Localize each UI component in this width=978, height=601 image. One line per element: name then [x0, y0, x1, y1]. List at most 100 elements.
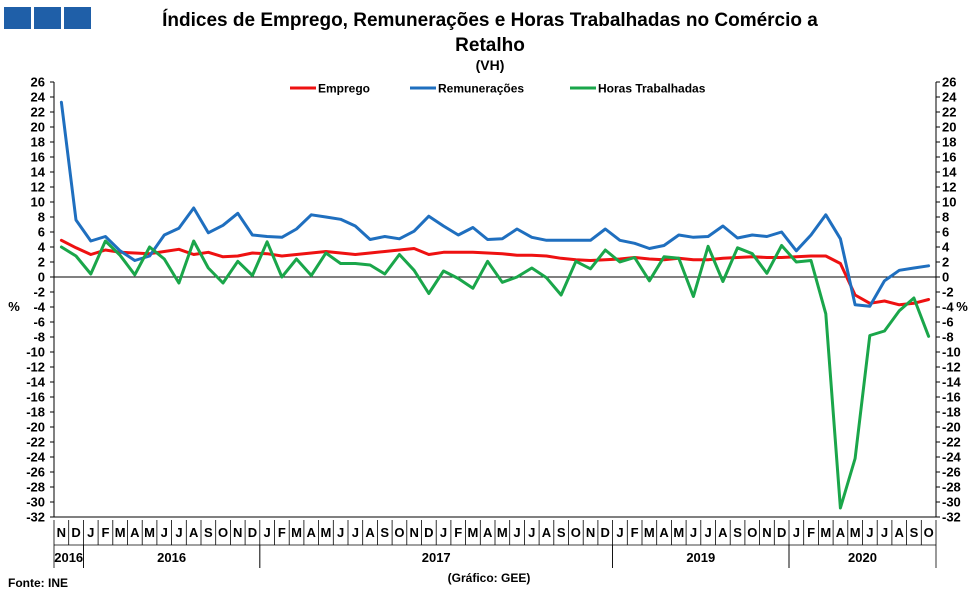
y-axis-label-left: %: [8, 299, 20, 314]
y-tick-label-left: -2: [33, 285, 45, 300]
x-tick-label: F: [101, 525, 109, 540]
y-tick-label-left: 0: [38, 270, 45, 285]
y-tick-label-left: -12: [26, 360, 45, 375]
y-tick-label-left: 14: [31, 165, 46, 180]
logo-block-1: [4, 7, 31, 29]
y-tick-label-right: 22: [942, 105, 956, 120]
y-tick-label-right: 12: [942, 180, 956, 195]
x-tick-label: F: [454, 525, 462, 540]
y-tick-label-left: 4: [38, 240, 46, 255]
y-tick-label-left: 2: [38, 255, 45, 270]
y-tick-label-right: -18: [942, 405, 961, 420]
y-tick-label-left: -8: [33, 330, 45, 345]
x-tick-label: J: [87, 525, 94, 540]
x-tick-label: D: [777, 525, 786, 540]
x-tick-label: N: [586, 525, 595, 540]
y-tick-label-left: -32: [26, 510, 45, 525]
series-line-remunerações: [59, 100, 931, 308]
legend-label: Remunerações: [438, 82, 524, 96]
chart-title-line-2: Retalho: [455, 35, 525, 56]
x-tick-label: N: [57, 525, 66, 540]
y-tick-label-right: -32: [942, 510, 961, 525]
x-tick-label: O: [747, 525, 757, 540]
y-tick-label-right: 16: [942, 150, 956, 165]
x-tick-label: J: [161, 525, 168, 540]
x-tick-label: F: [807, 525, 815, 540]
y-tick-label-left: -4: [33, 300, 45, 315]
logo: [4, 7, 91, 29]
y-tick-label-right: 2: [942, 255, 949, 270]
y-tick-label-right: -28: [942, 480, 961, 495]
y-tick-label-right: -20: [942, 420, 961, 435]
y-tick-label-right: -22: [942, 435, 961, 450]
y-tick-label-right: 0: [942, 270, 949, 285]
y-tick-label-left: 24: [31, 90, 46, 105]
x-tick-label: J: [352, 525, 359, 540]
x-tick-label: O: [218, 525, 228, 540]
y-tick-label-left: -16: [26, 390, 45, 405]
year-label: 2016: [54, 550, 83, 565]
x-tick-label: J: [705, 525, 712, 540]
x-tick-label: D: [601, 525, 610, 540]
x-tick-label: S: [910, 525, 919, 540]
y-tick-label-right: -12: [942, 360, 961, 375]
year-label: 2017: [422, 550, 451, 565]
x-tick-label: A: [718, 525, 728, 540]
x-tick-label: J: [690, 525, 697, 540]
y-tick-label-right: -24: [942, 450, 962, 465]
x-tick-label: M: [321, 525, 332, 540]
y-tick-label-left: 8: [38, 210, 45, 225]
x-tick-label: D: [71, 525, 80, 540]
x-tick-label: S: [380, 525, 389, 540]
x-tick-label: F: [278, 525, 286, 540]
y-tick-label-left: 18: [31, 135, 45, 150]
legend-label: Emprego: [318, 82, 370, 96]
x-tick-label: N: [233, 525, 242, 540]
y-tick-label-right: 26: [942, 75, 956, 90]
x-tick-label: J: [337, 525, 344, 540]
y-tick-label-left: -20: [26, 420, 45, 435]
y-tick-label-right: 4: [942, 240, 950, 255]
x-tick-label: A: [189, 525, 199, 540]
y-tick-label-right: 6: [942, 225, 949, 240]
y-tick-label-right: -30: [942, 495, 961, 510]
x-tick-label: M: [820, 525, 831, 540]
x-tick-label: A: [542, 525, 552, 540]
x-tick-label: M: [115, 525, 126, 540]
x-tick-label: S: [733, 525, 742, 540]
logo-block-3: [64, 7, 91, 29]
y-tick-label-left: -26: [26, 465, 45, 480]
legend-label: Horas Trabalhadas: [598, 82, 706, 96]
x-tick-label: M: [850, 525, 861, 540]
y-tick-label-right: 20: [942, 120, 956, 135]
year-label: 2019: [686, 550, 715, 565]
x-tick-label: A: [307, 525, 317, 540]
y-tick-label-left: -10: [26, 345, 45, 360]
y-tick-label-left: -30: [26, 495, 45, 510]
y-tick-label-left: -28: [26, 480, 45, 495]
y-tick-label-right: 8: [942, 210, 949, 225]
y-tick-label-left: -24: [26, 450, 46, 465]
y-tick-label-right: 24: [942, 90, 957, 105]
x-tick-label: J: [616, 525, 623, 540]
x-tick-label: A: [365, 525, 375, 540]
chart-title-line-1: Índices de Emprego, Remunerações e Horas…: [162, 10, 818, 31]
x-tick-label: M: [673, 525, 684, 540]
y-tick-label-right: 18: [942, 135, 956, 150]
x-tick-label: J: [528, 525, 535, 540]
chart-credit: (Gráfico: GEE): [447, 571, 531, 585]
chart-title: Índices de Emprego, Remunerações e Horas…: [130, 8, 850, 58]
logo-block-2: [34, 7, 61, 29]
y-tick-label-right: -16: [942, 390, 961, 405]
year-label: 2016: [157, 550, 186, 565]
x-tick-label: S: [557, 525, 566, 540]
x-tick-label: J: [513, 525, 520, 540]
y-tick-label-left: -22: [26, 435, 45, 450]
x-tick-label: J: [881, 525, 888, 540]
x-tick-label: J: [175, 525, 182, 540]
y-axis-label-right: %: [956, 299, 968, 314]
x-tick-label: A: [836, 525, 846, 540]
y-tick-label-right: -26: [942, 465, 961, 480]
x-tick-label: M: [497, 525, 508, 540]
